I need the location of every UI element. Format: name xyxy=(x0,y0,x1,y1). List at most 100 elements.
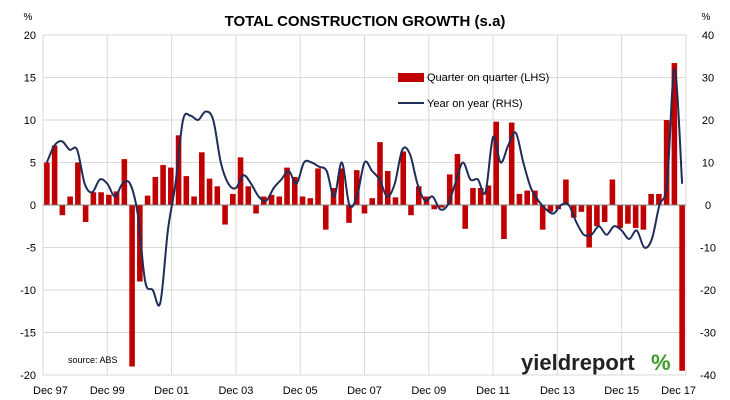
bar-quarter-on-quarter xyxy=(44,162,50,205)
x-axis-tick-label: Dec 11 xyxy=(476,385,510,397)
bar-quarter-on-quarter xyxy=(129,205,135,367)
bar-quarter-on-quarter xyxy=(632,205,639,228)
bar-quarter-on-quarter xyxy=(400,151,407,205)
bar-quarter-on-quarter xyxy=(415,186,422,205)
chart-title: TOTAL CONSTRUCTION GROWTH (s.a) xyxy=(225,13,506,30)
bar-quarter-on-quarter xyxy=(222,205,228,225)
bar-quarter-on-quarter xyxy=(152,176,159,205)
x-axis-tick-label: Dec 09 xyxy=(411,385,446,397)
bar-quarter-on-quarter xyxy=(508,122,515,205)
bar-quarter-on-quarter xyxy=(59,205,66,216)
x-axis-tick-label: Dec 03 xyxy=(218,385,253,397)
legend: Quarter on quarter (LHS) Year on year (R… xyxy=(398,72,549,110)
left-axis-tick-label: -15 xyxy=(20,328,36,340)
bar-quarter-on-quarter xyxy=(183,176,190,205)
bar-quarter-on-quarter xyxy=(206,178,213,205)
x-axis-tick-label: Dec 99 xyxy=(90,385,125,397)
bar-quarter-on-quarter xyxy=(384,171,391,205)
bar-quarter-on-quarter xyxy=(98,192,104,205)
bar-quarter-on-quarter xyxy=(547,205,554,212)
bar-quarter-on-quarter xyxy=(625,205,631,224)
bar-quarter-on-quarter xyxy=(377,142,383,205)
bar-quarter-on-quarter xyxy=(353,170,360,205)
bar-quarter-on-quarter xyxy=(594,205,600,227)
right-axis-unit: % xyxy=(702,12,711,23)
bar-quarter-on-quarter xyxy=(361,205,368,214)
bar-quarter-on-quarter xyxy=(578,205,585,212)
brand-logo: yieldreport % xyxy=(521,350,671,375)
bar-quarter-on-quarter xyxy=(168,167,174,205)
bar-quarter-on-quarter xyxy=(539,205,546,230)
x-axis-tick-label: Dec 07 xyxy=(347,385,382,397)
x-axis-tick-label: Dec 01 xyxy=(154,385,189,397)
bar-quarter-on-quarter xyxy=(671,63,678,205)
bar-quarter-on-quarter xyxy=(276,196,283,205)
bar-quarter-on-quarter xyxy=(392,197,399,205)
bar-quarter-on-quarter xyxy=(617,205,623,228)
bar-quarter-on-quarter xyxy=(656,193,662,205)
bar-series-quarter-on-quarter xyxy=(44,63,685,371)
left-axis-tick-label: 10 xyxy=(24,115,36,127)
bar-quarter-on-quarter xyxy=(284,167,290,205)
left-axis-unit: % xyxy=(24,12,33,23)
axis-tick-labels: 20 40 15 30 10 20 5 10 0 0 -5 -10 -10 -20 -15 -30 -20 -40… xyxy=(20,30,716,397)
right-axis-tick-label: 30 xyxy=(702,73,714,85)
bar-quarter-on-quarter xyxy=(485,185,492,205)
bar-quarter-on-quarter xyxy=(524,190,530,205)
bar-quarter-on-quarter xyxy=(338,168,345,205)
brand-percent-symbol: % xyxy=(651,350,671,375)
bar-quarter-on-quarter xyxy=(346,205,352,223)
bar-quarter-on-quarter xyxy=(446,174,453,205)
bar-quarter-on-quarter xyxy=(648,193,654,205)
bar-quarter-on-quarter xyxy=(106,194,112,205)
x-axis-tick-label: Dec 05 xyxy=(283,385,318,397)
bar-quarter-on-quarter xyxy=(90,192,97,205)
x-axis-tick-label: Dec 17 xyxy=(661,385,696,397)
right-axis-tick-label: -40 xyxy=(700,370,716,382)
right-axis-tick-label: 20 xyxy=(702,115,714,127)
bar-quarter-on-quarter xyxy=(82,205,89,222)
bar-quarter-on-quarter xyxy=(67,196,73,205)
legend-label-quarter-on-quarter: Quarter on quarter (LHS) xyxy=(427,72,549,84)
right-axis-tick-label: -20 xyxy=(700,285,716,297)
bar-quarter-on-quarter xyxy=(439,205,445,208)
left-axis-tick-label: -10 xyxy=(20,285,36,297)
right-axis-tick-label: 10 xyxy=(702,158,714,170)
bar-quarter-on-quarter xyxy=(253,205,259,214)
left-axis-tick-label: 20 xyxy=(24,30,36,42)
left-axis-tick-label: -5 xyxy=(26,243,36,255)
bar-quarter-on-quarter xyxy=(75,162,81,205)
bar-quarter-on-quarter xyxy=(663,120,670,205)
bar-quarter-on-quarter xyxy=(137,205,143,282)
x-axis-tick-label: Dec 15 xyxy=(604,385,639,397)
bar-quarter-on-quarter xyxy=(640,205,647,230)
bar-quarter-on-quarter xyxy=(493,121,499,205)
bar-quarter-on-quarter xyxy=(191,196,197,205)
line-year-on-year xyxy=(45,68,684,307)
bar-quarter-on-quarter xyxy=(369,198,376,205)
bar-quarter-on-quarter xyxy=(291,176,298,205)
bar-quarter-on-quarter xyxy=(431,205,438,210)
bar-quarter-on-quarter xyxy=(144,195,151,205)
left-axis-tick-label: 15 xyxy=(24,73,36,85)
bar-quarter-on-quarter xyxy=(570,205,577,218)
x-axis-tick-label: Dec 13 xyxy=(540,385,575,397)
bar-quarter-on-quarter xyxy=(516,193,523,205)
bar-quarter-on-quarter xyxy=(501,205,507,239)
bar-quarter-on-quarter xyxy=(175,135,182,205)
right-axis-tick-label: -10 xyxy=(700,243,716,255)
right-axis-tick-label: -30 xyxy=(700,328,716,340)
bar-quarter-on-quarter xyxy=(586,205,592,248)
bar-quarter-on-quarter xyxy=(609,179,616,205)
bar-quarter-on-quarter xyxy=(307,198,314,205)
bar-quarter-on-quarter xyxy=(601,205,608,222)
legend-label-year-on-year: Year on year (RHS) xyxy=(427,98,523,110)
brand-wordmark: yieldreport xyxy=(521,350,635,375)
bar-quarter-on-quarter xyxy=(408,205,414,216)
bar-quarter-on-quarter xyxy=(470,188,476,205)
bar-quarter-on-quarter xyxy=(245,186,252,205)
bar-quarter-on-quarter xyxy=(160,165,166,205)
bar-quarter-on-quarter xyxy=(563,179,569,205)
right-axis-tick-label: 0 xyxy=(705,200,711,212)
